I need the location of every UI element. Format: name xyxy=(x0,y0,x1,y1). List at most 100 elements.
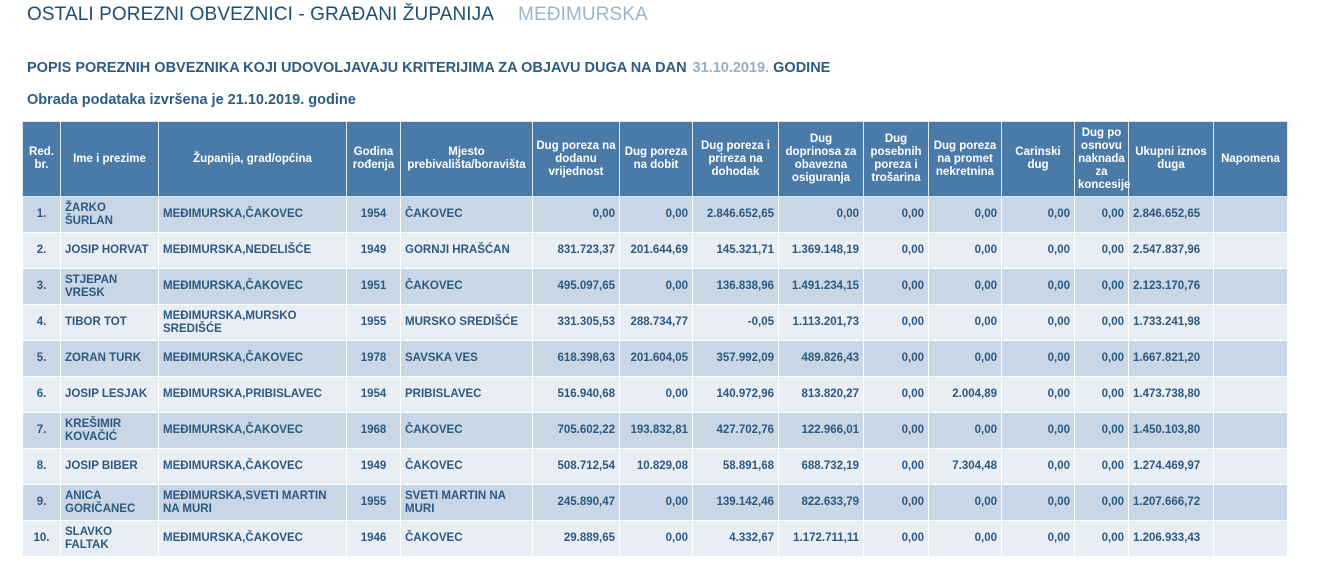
cell-contributions-debt: 1.113.201,73 xyxy=(778,304,864,341)
cell-concession-debt: 0,00 xyxy=(1074,196,1129,233)
cell-rb: 2. xyxy=(22,232,61,269)
cell-concession-debt: 0,00 xyxy=(1074,520,1129,557)
cell-contributions-debt: 0,00 xyxy=(778,196,864,233)
table-row: 1. ŽARKO ŠURLAN MEĐIMURSKA,ČAKOVEC 1954 ČAKO… xyxy=(22,196,1288,233)
cell-property-tax-debt: 0,00 xyxy=(928,520,1002,557)
cell-note xyxy=(1213,304,1288,341)
cell-total-debt: 2.846.652,65 xyxy=(1128,196,1214,233)
cell-excise-debt: 0,00 xyxy=(863,304,929,341)
cell-note xyxy=(1213,232,1288,269)
cell-property-tax-debt: 0,00 xyxy=(928,196,1002,233)
page-title-text: OSTALI POREZNI OBVEZNICI - GRAĐANI ŽUPAN… xyxy=(27,4,495,25)
processing-date-note: Obrada podataka izvršena je 21.10.2019. … xyxy=(27,92,356,108)
cell-income-tax-debt: 140.972,96 xyxy=(692,376,779,413)
cell-property-tax-debt: 7.304,48 xyxy=(928,448,1002,485)
cell-birth-year: 1954 xyxy=(346,376,401,413)
cell-vat-debt: 508.712,54 xyxy=(532,448,620,485)
cell-total-debt: 1.274.469,97 xyxy=(1128,448,1214,485)
cell-customs-debt: 0,00 xyxy=(1001,484,1075,521)
cell-note xyxy=(1213,520,1288,557)
table-row: 5. ZORAN TURK MEĐIMURSKA,ČAKOVEC 1978 SAVSKA… xyxy=(22,340,1288,377)
cell-county: MEĐIMURSKA,PRIBISLAVEC xyxy=(158,376,347,413)
cell-rb: 9. xyxy=(22,484,61,521)
header-note[interactable]: Napomena xyxy=(1213,121,1288,197)
cell-customs-debt: 0,00 xyxy=(1001,340,1075,377)
cell-excise-debt: 0,00 xyxy=(863,340,929,377)
cell-profit-tax-debt: 201.644,69 xyxy=(619,232,693,269)
cell-profit-tax-debt: 201.604,05 xyxy=(619,340,693,377)
cell-residence: ČAKOVEC xyxy=(400,268,533,305)
cell-vat-debt: 0,00 xyxy=(532,196,620,233)
cell-note xyxy=(1213,484,1288,521)
cell-residence: GORNJI HRAŠĆAN xyxy=(400,232,533,269)
cell-name: ANICA GORIČANEC xyxy=(60,484,159,521)
subtitle-date: 31.10.2019. xyxy=(692,60,770,76)
cell-vat-debt: 516.940,68 xyxy=(532,376,620,413)
cell-concession-debt: 0,00 xyxy=(1074,304,1129,341)
cell-income-tax-debt: 427.702,76 xyxy=(692,412,779,449)
cell-residence: ČAKOVEC xyxy=(400,448,533,485)
cell-residence: SVETI MARTIN NA MURI xyxy=(400,484,533,521)
header-excise-debt[interactable]: Dug posebnih poreza i trošarina xyxy=(863,121,929,197)
header-income-tax-debt[interactable]: Dug poreza i prireza na dohodak xyxy=(692,121,779,197)
header-concession-debt[interactable]: Dug po osnovu naknada za koncesije xyxy=(1074,121,1130,197)
header-residence[interactable]: Mjesto prebivališta/boravišta xyxy=(400,121,533,197)
table-header-row: Red. br. Ime i prezime Županija, grad/op… xyxy=(22,121,1288,197)
cell-total-debt: 1.206.933,43 xyxy=(1128,520,1214,557)
cell-residence: MURSKO SREDIŠĆE xyxy=(400,304,533,341)
cell-property-tax-debt: 0,00 xyxy=(928,232,1002,269)
header-rb[interactable]: Red. br. xyxy=(22,121,61,197)
cell-contributions-debt: 1.369.148,19 xyxy=(778,232,864,269)
cell-residence: ČAKOVEC xyxy=(400,412,533,449)
cell-vat-debt: 29.889,65 xyxy=(532,520,620,557)
cell-property-tax-debt: 0,00 xyxy=(928,484,1002,521)
cell-county: MEĐIMURSKA,ČAKOVEC xyxy=(158,268,347,305)
header-contributions-debt[interactable]: Dug doprinosa za obavezna osiguranja xyxy=(778,121,864,197)
cell-vat-debt: 618.398,63 xyxy=(532,340,620,377)
cell-profit-tax-debt: 0,00 xyxy=(619,520,693,557)
cell-note xyxy=(1213,376,1288,413)
cell-contributions-debt: 122.966,01 xyxy=(778,412,864,449)
cell-total-debt: 1.207.666,72 xyxy=(1128,484,1214,521)
cell-excise-debt: 0,00 xyxy=(863,268,929,305)
cell-profit-tax-debt: 0,00 xyxy=(619,268,693,305)
cell-customs-debt: 0,00 xyxy=(1001,304,1075,341)
cell-excise-debt: 0,00 xyxy=(863,376,929,413)
cell-residence: SAVSKA VES xyxy=(400,340,533,377)
header-profit-tax-debt[interactable]: Dug poreza na dobit xyxy=(619,121,693,197)
cell-total-debt: 1.667.821,20 xyxy=(1128,340,1214,377)
header-birth-year[interactable]: Godina rođenja xyxy=(346,121,401,197)
table-row: 6. JOSIP LESJAK MEĐIMURSKA,PRIBISLAVEC 1954… xyxy=(22,376,1288,413)
cell-income-tax-debt: -0,05 xyxy=(692,304,779,341)
cell-excise-debt: 0,00 xyxy=(863,448,929,485)
cell-income-tax-debt: 2.846.652,65 xyxy=(692,196,779,233)
cell-excise-debt: 0,00 xyxy=(863,520,929,557)
cell-concession-debt: 0,00 xyxy=(1074,376,1129,413)
cell-name: JOSIP HORVAT xyxy=(60,232,159,269)
header-total-debt[interactable]: Ukupni iznos duga xyxy=(1128,121,1214,197)
cell-vat-debt: 831.723,37 xyxy=(532,232,620,269)
header-property-tax-debt[interactable]: Dug poreza na promet nekretnina xyxy=(928,121,1002,197)
table-row: 8. JOSIP BIBER MEĐIMURSKA,ČAKOVEC 1949 ČAKOV… xyxy=(22,448,1288,485)
county-name: MEĐIMURSKA xyxy=(518,4,648,25)
cell-residence: ČAKOVEC xyxy=(400,520,533,557)
cell-property-tax-debt: 0,00 xyxy=(928,340,1002,377)
cell-vat-debt: 705.602,22 xyxy=(532,412,620,449)
cell-income-tax-debt: 139.142,46 xyxy=(692,484,779,521)
cell-contributions-debt: 813.820,27 xyxy=(778,376,864,413)
header-county[interactable]: Županija, grad/općina xyxy=(158,121,347,197)
header-customs-debt[interactable]: Carinski dug xyxy=(1001,121,1075,197)
cell-birth-year: 1951 xyxy=(346,268,401,305)
cell-birth-year: 1954 xyxy=(346,196,401,233)
cell-concession-debt: 0,00 xyxy=(1074,484,1129,521)
header-vat-debt[interactable]: Dug poreza na dodanu vrijednost xyxy=(532,121,620,197)
header-name[interactable]: Ime i prezime xyxy=(60,121,159,197)
cell-county: MEĐIMURSKA,NEDELIŠĆE xyxy=(158,232,347,269)
cell-name: JOSIP BIBER xyxy=(60,448,159,485)
subtitle-prefix: POPIS POREZNIH OBVEZNIKA KOJI UDOVOLJAVA… xyxy=(27,60,687,76)
cell-note xyxy=(1213,196,1288,233)
cell-county: MEĐIMURSKA,ČAKOVEC xyxy=(158,520,347,557)
cell-birth-year: 1949 xyxy=(346,448,401,485)
cell-profit-tax-debt: 0,00 xyxy=(619,376,693,413)
cell-customs-debt: 0,00 xyxy=(1001,232,1075,269)
